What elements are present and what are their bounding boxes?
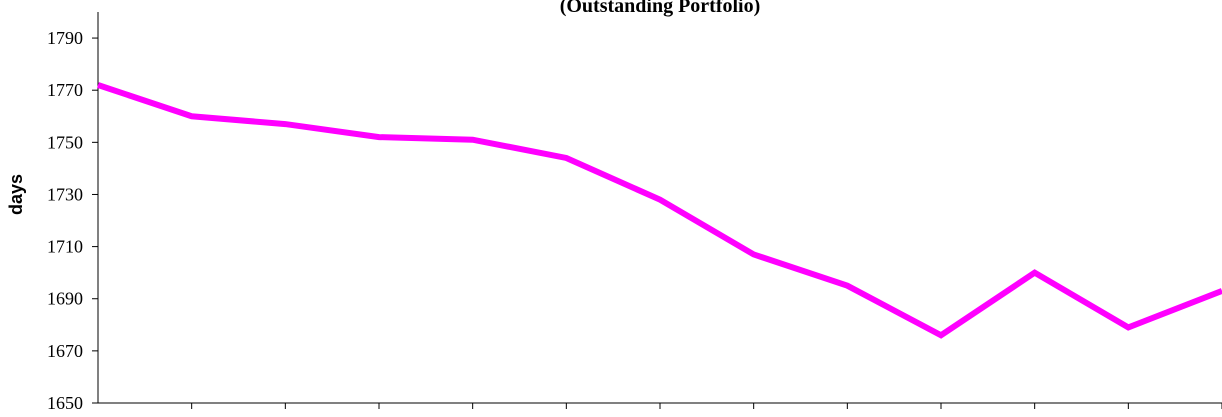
y-tick-label: 1770	[47, 80, 83, 100]
y-tick-label: 1750	[47, 132, 83, 152]
y-axis-ticks: 1650 1670 1690 1710 1730 1750 1770 1790	[47, 28, 98, 413]
x-axis-ticks	[191, 403, 1222, 409]
chart-title: (Outstanding Portfolio)	[560, 0, 761, 17]
series-line	[97, 82, 1222, 339]
y-tick-label: 1670	[47, 341, 83, 361]
y-tick-label: 1710	[47, 237, 83, 257]
y-tick-label: 1650	[47, 393, 83, 412]
y-axis-label: days	[6, 174, 26, 215]
y-tick-label: 1690	[47, 289, 83, 309]
y-tick-label: 1790	[47, 28, 83, 48]
series-group	[97, 82, 1222, 339]
y-tick-label: 1730	[47, 184, 83, 204]
